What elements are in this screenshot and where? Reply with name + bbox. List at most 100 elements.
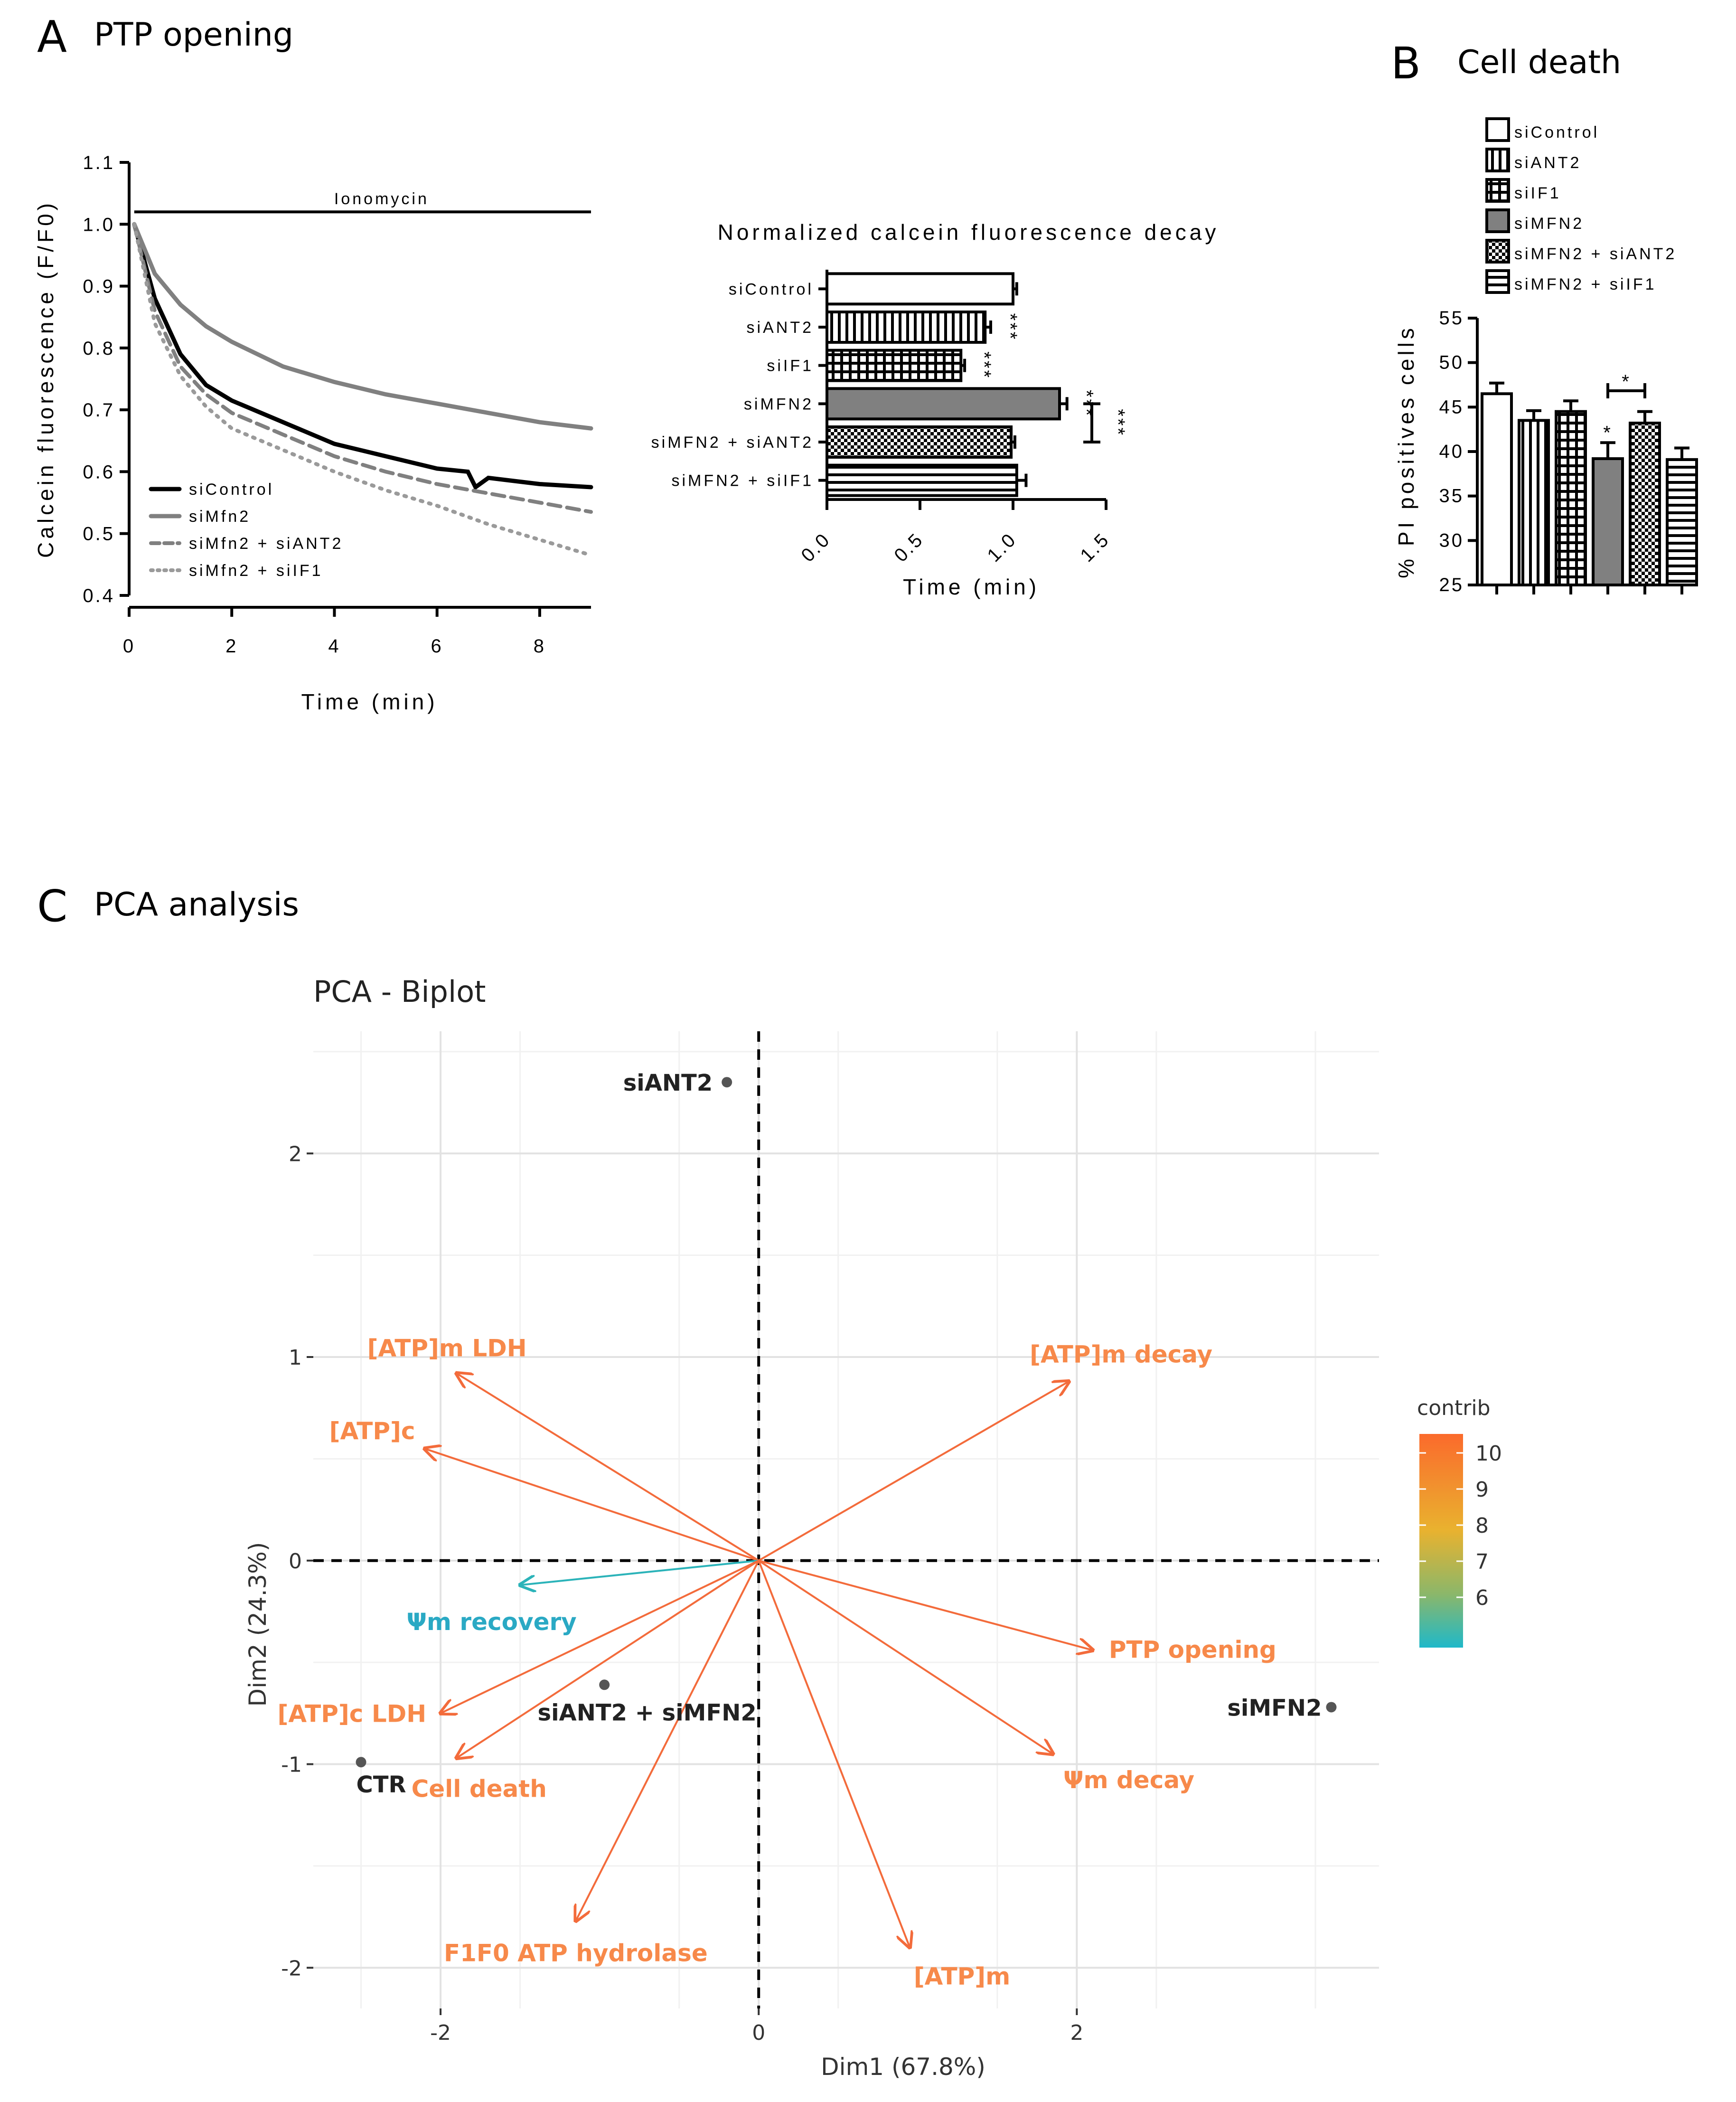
variable-arrow [457,1373,760,1562]
ionomycin-label: Ionomycin [334,190,429,208]
individual-point [599,1679,610,1690]
legend-label-2: siMfn2 + siANT2 [189,535,343,553]
y-tick-label: 45 [1439,396,1464,417]
legend-label-1: siMfn2 [189,508,251,526]
bar-0 [826,272,1014,306]
y-tick-label: 0.4 [83,585,115,606]
y-tick-label: 0.5 [83,524,115,545]
x-tick-label: 1.5 [1076,528,1114,566]
bracket-significance: * [1622,371,1631,392]
x-tick-label: 0.5 [890,528,928,566]
legend-label-1: siANT2 [1514,154,1581,172]
x-tick-label: 2 [225,636,238,657]
colorbar-tick-label: 6 [1475,1586,1489,1610]
variable-arrow [441,1559,760,1714]
legend-swatch-3 [1485,208,1510,233]
variable-label: [ATP]c LDH [278,1700,427,1727]
category-label: siMFN2 + siIF1 [671,472,814,490]
series-line-3 [132,222,593,557]
panel-b-letter: B [1391,38,1421,89]
legend-label-2: siIF1 [1514,184,1561,202]
panel-a-letter: A [37,11,67,62]
colorbar-tick-label: 7 [1475,1550,1489,1574]
legend-swatch-1 [1485,148,1510,172]
significance-mark: *** [1000,313,1021,341]
colorbar-tick-label: 8 [1475,1514,1489,1538]
y-tick-label: -1 [281,1753,302,1777]
y-tick-label: 0.8 [83,338,115,359]
variable-arrow [758,1381,1069,1562]
significance-mark: * [1603,422,1613,443]
panel-c-letter: C [37,881,68,932]
pca-title: PCA - Biplot [313,974,486,1009]
x-tick-label: 8 [534,636,546,657]
variable-arrow [758,1560,1053,1754]
bar-5 [1666,458,1698,586]
y-tick-label: 40 [1439,441,1464,462]
y-tick-label: 35 [1439,486,1464,507]
y-tick-label: 0.9 [83,276,115,297]
variable-label: [ATP]m LDH [367,1334,527,1362]
y-tick-label: -2 [281,1956,302,1980]
category-label: siControl [729,280,814,298]
x-tick-label: 4 [328,636,340,657]
y-tick-label: 0 [289,1549,302,1574]
series-line-0 [132,222,593,490]
x-tick-label: 0.0 [797,528,835,566]
colorbar-tick-label: 9 [1475,1478,1489,1502]
variable-label: [ATP]m decay [1030,1340,1212,1368]
individual-label: siMFN2 [1227,1695,1322,1721]
bar-2 [1555,410,1587,586]
y-tick-label: 0.7 [83,400,115,421]
colorbar [1419,1434,1463,1648]
individual-point [722,1077,732,1088]
y-axis-title: Calcein fluorescence (F/F0) [33,200,58,558]
variable-arrow [576,1560,760,1921]
legend-label-3: siMFN2 [1514,215,1584,233]
x-axis-title: Time (min) [903,575,1040,599]
y-axis-title: Dim2 (24.3%) [244,1542,272,1707]
bar-3 [826,387,1061,421]
x-tick-label: 0 [123,636,135,657]
y-tick-label: 1.0 [83,214,115,235]
x-tick-label: 0 [752,2021,765,2045]
bar-0 [1481,392,1513,586]
bar-1 [1518,419,1550,587]
x-tick-label: 1.0 [983,528,1021,566]
bar-5 [826,463,1018,497]
variable-arrow [758,1560,910,1948]
bar-4 [1629,422,1661,586]
bar-3 [1592,457,1624,587]
colorbar-title: contrib [1417,1396,1491,1420]
bar-chart-title: Normalized calcein fluorescence decay [718,220,1220,245]
panel-c-title: PCA analysis [94,886,299,924]
bar-2 [826,349,963,382]
variable-label: [ATP]c [329,1417,415,1445]
legend-label-4: siMFN2 + siANT2 [1514,245,1677,263]
y-tick-label: 2 [289,1142,302,1166]
variable-label: [ATP]m [914,1962,1010,1990]
bracket-significance: *** [1107,409,1128,437]
variable-arrow [758,1559,1093,1650]
panel-b-title: Cell death [1457,44,1622,81]
variable-label: Ψm recovery [406,1608,576,1636]
panel-a-title: PTP opening [94,16,294,54]
category-label: siANT2 [747,319,814,337]
y-tick-label: 55 [1439,308,1464,329]
colorbar-tick-label: 10 [1475,1442,1502,1466]
x-axis-title: Time (min) [301,689,438,714]
y-tick-label: 30 [1439,530,1464,551]
bar-1 [826,311,987,344]
significance-mark: *** [974,351,995,379]
x-axis-title: Dim1 (67.8%) [821,2053,985,2081]
variable-label: PTP opening [1109,1636,1276,1663]
legend-label-0: siControl [1514,123,1599,141]
legend-swatch-5 [1485,269,1510,294]
y-tick-label: 1 [289,1346,302,1370]
legend-swatch-0 [1485,117,1510,142]
category-label: siIF1 [767,357,814,375]
variable-arrow [457,1560,760,1758]
y-tick-label: 1.1 [83,152,115,173]
variable-label: Ψm decay [1063,1766,1194,1794]
